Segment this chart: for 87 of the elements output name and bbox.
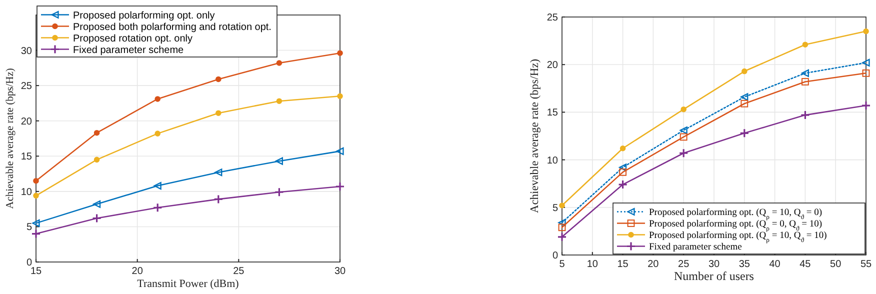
x-tick-label: 20 [132,266,144,277]
legend-label: Proposed polarforming opt. (Q$_{ρ}$ = 0, Q$_{ϑ}$ = 10) [649,220,822,232]
point [216,76,222,82]
point [154,130,160,136]
point [276,98,282,104]
y-tick-label: 15 [546,108,558,119]
point [619,168,626,176]
point [618,180,628,190]
x-tick-label: 30 [708,259,720,270]
point [335,182,345,192]
point [31,228,41,239]
legend-label: Fixed parameter scheme [73,44,184,56]
x-axis-title: Transmit Power (dBm) [137,278,240,290]
point [863,28,869,34]
y-tick-label: 15 [20,152,32,163]
point [801,69,809,77]
y-tick-label: 30 [20,46,32,57]
y-tick-label: 10 [546,155,558,166]
point [740,100,748,108]
legend-label: Proposed rotation opt. only [73,33,193,44]
y-tick-label: 0 [552,250,558,262]
point [802,78,809,86]
point [337,93,343,100]
point [214,168,222,176]
legend-label: Proposed polarforming opt. only [73,10,215,22]
point [740,93,748,101]
x-tick-label: 45 [800,259,812,270]
point [680,126,688,134]
point [558,218,566,226]
point [862,69,870,77]
point [92,213,102,224]
legend-label: Proposed polarforming opt. (Q$_{ρ}$ = 10, Q$_{ϑ}$ = 10) [649,231,827,244]
point [559,202,565,208]
y-axis-title: Achievable average rate (bps/Hz) [5,68,16,209]
y-tick-label: 0 [26,258,32,268]
point [154,182,162,190]
x-tick-label: 35 [738,259,750,270]
y-tick-label: 5 [26,222,32,234]
y-tick-label: 25 [20,81,32,92]
point [94,130,100,136]
point [154,96,160,102]
point [93,200,101,208]
y-axis-title: Achievable average rate (bps/Hz) [529,58,541,214]
x-tick-label: 10 [586,259,598,270]
point [557,232,567,242]
x-tick-label: 55 [860,259,872,270]
x-tick-label: 25 [233,266,245,277]
point [861,100,871,110]
x-tick-label: 5 [559,259,566,270]
y-tick-label: 20 [546,60,558,72]
y-tick-label: 10 [20,186,32,198]
point [680,106,686,112]
point [274,187,284,197]
point [802,42,808,48]
point [337,50,343,56]
point [214,194,224,204]
point [276,60,282,66]
x-tick-label: 30 [334,266,346,277]
point [680,133,688,141]
x-tick-label: 40 [769,259,781,270]
legend-label: Proposed polarforming opt. (Q$_{ρ}$ = 10, Q$_{ϑ}$ = 0) [649,208,822,221]
point [619,164,627,172]
x-tick-label: 25 [678,259,690,270]
y-tick-label: 25 [546,12,558,24]
point [216,110,222,116]
point [94,156,100,163]
y-tick-label: 5 [552,202,558,214]
point [33,192,39,199]
point [558,224,566,232]
point [336,147,344,156]
x-tick-label: 50 [830,259,842,270]
point [740,128,750,138]
y-tick-label: 20 [20,116,32,128]
point [275,157,283,165]
point [862,58,870,66]
point [678,148,688,158]
x-axis-title: Number of users [674,269,754,283]
point [620,145,626,152]
point [742,68,748,74]
point [800,110,810,120]
point [33,178,39,184]
x-tick-label: 20 [648,259,660,270]
legend-label: Proposed both polarforming and rotation opt. [73,22,272,33]
point [32,219,40,227]
point [152,202,162,212]
legend-label: Fixed parameter scheme [649,242,742,253]
x-tick-label: 15 [617,259,629,270]
